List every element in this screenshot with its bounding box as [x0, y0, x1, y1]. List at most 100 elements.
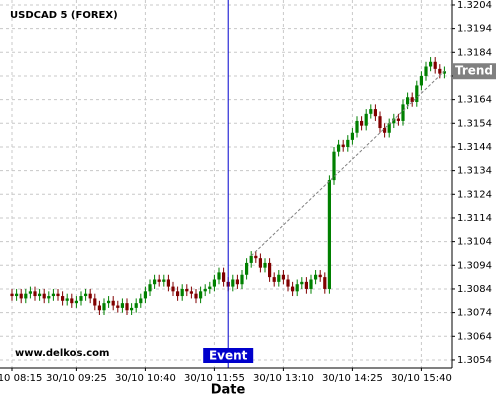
candle-body — [396, 118, 400, 121]
candle-body — [341, 144, 345, 147]
candle-body — [383, 128, 387, 133]
candle-body — [79, 296, 83, 301]
candle-body — [300, 281, 304, 285]
candle-body — [97, 305, 101, 311]
candle-body — [10, 293, 14, 297]
y-tick-label: 1.3134 — [457, 166, 492, 177]
candle-body — [281, 274, 285, 280]
trend-label: Trend — [455, 64, 493, 78]
trend-label-box — [453, 63, 496, 80]
candle-body — [28, 291, 32, 294]
event-label-box — [203, 348, 254, 363]
candle-body — [208, 286, 212, 289]
candle-body — [245, 262, 249, 275]
candle-body — [350, 132, 354, 140]
candle-body — [130, 307, 134, 311]
y-tick-label: 1.3164 — [457, 95, 492, 106]
y-tick-label: 1.3084 — [457, 284, 492, 295]
candle-body — [217, 272, 221, 280]
y-tick-label: 1.3144 — [457, 142, 492, 153]
candle-body — [318, 274, 322, 278]
y-tick-label: 1.3104 — [457, 237, 492, 248]
candle-body — [419, 75, 423, 86]
candle-body — [309, 279, 313, 289]
candle-body — [107, 300, 111, 304]
candle-body — [369, 109, 373, 114]
candle-body — [429, 61, 433, 67]
candle-body — [424, 66, 428, 76]
y-tick-label: 1.3184 — [457, 47, 492, 58]
candle-body — [61, 296, 65, 301]
candle-body — [38, 293, 42, 297]
y-tick-label: 1.3094 — [457, 260, 492, 271]
x-tick-label: 30/10 15:40 — [391, 373, 452, 384]
x-tick-label: 30/10 14:25 — [322, 373, 383, 384]
candle-body — [263, 262, 267, 268]
candle-body — [346, 139, 350, 147]
candle-body — [157, 279, 161, 282]
candle-body — [24, 293, 28, 299]
y-tick-label: 1.3194 — [457, 24, 492, 35]
candle-body — [166, 279, 170, 287]
candle-body — [272, 277, 276, 282]
x-tick-label: 30/10 10:40 — [115, 373, 176, 384]
candle-body — [56, 293, 60, 297]
candle-body — [433, 61, 437, 69]
candle-body — [401, 104, 405, 121]
candle-body — [231, 279, 235, 287]
candle-body — [442, 71, 446, 74]
candle-body — [392, 118, 396, 124]
candle-body — [240, 274, 244, 285]
candle-body — [291, 286, 295, 292]
candle-body — [74, 300, 78, 304]
candle-body — [120, 303, 124, 308]
candle-body — [286, 279, 290, 287]
x-tick-label: 30/10 11:55 — [184, 373, 245, 384]
x-tick-label: 30/10 13:10 — [253, 373, 314, 384]
candle-body — [304, 281, 308, 289]
candle-body — [65, 298, 69, 301]
candle-body — [364, 113, 368, 126]
marks — [10, 0, 446, 368]
y-tick-label: 1.3114 — [457, 213, 492, 224]
candle-body — [143, 291, 147, 299]
chart-title: USDCAD 5 (FOREX) — [10, 10, 118, 21]
candle-body — [268, 262, 272, 278]
candle-body — [15, 293, 19, 297]
candle-body — [199, 291, 203, 299]
candle-body — [148, 284, 152, 292]
candle-body — [410, 97, 414, 102]
candle-body — [406, 97, 410, 105]
candle-body — [258, 258, 262, 268]
candle-body — [203, 288, 207, 292]
candle-body — [125, 303, 129, 311]
trend-line — [250, 70, 445, 257]
candle-body — [88, 293, 92, 299]
candle-body — [323, 277, 327, 289]
candle-body — [47, 296, 51, 299]
candle-body — [189, 291, 193, 294]
candle-body — [42, 293, 46, 299]
candle-body — [327, 180, 331, 289]
candle-body — [387, 123, 391, 133]
candle-body — [139, 298, 143, 304]
y-tick-label: 1.3124 — [457, 189, 492, 200]
candle-body — [249, 255, 253, 263]
candle-body — [51, 293, 55, 297]
candle-body — [438, 68, 442, 74]
candle-body — [194, 293, 198, 299]
candle-body — [171, 286, 175, 292]
candle-body — [235, 279, 239, 285]
candle-body — [254, 255, 258, 259]
candle-body — [162, 279, 166, 282]
candle-body — [222, 272, 226, 282]
candle-body — [415, 85, 419, 102]
y-tick-label: 1.3154 — [457, 118, 492, 129]
candle-body — [116, 305, 120, 308]
candle-body — [70, 298, 74, 304]
x-tick-label: 30/10 09:25 — [46, 373, 107, 384]
x-axis-title: Date — [211, 383, 246, 398]
candle-body — [93, 298, 97, 306]
